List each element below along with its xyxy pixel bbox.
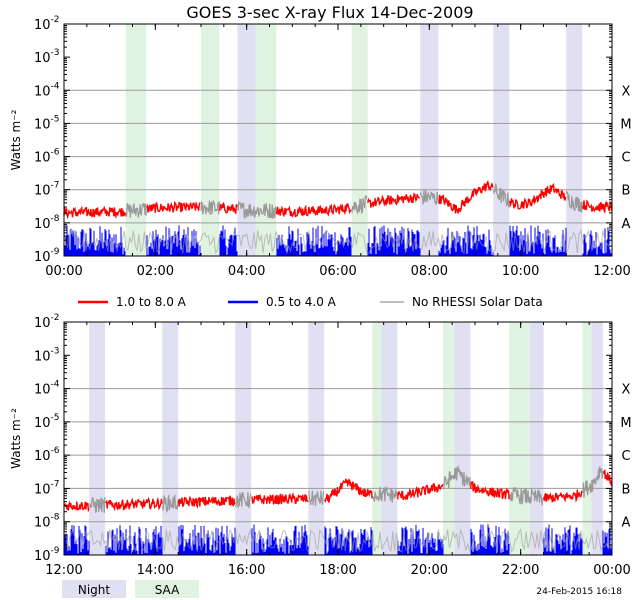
- legend: 1.0 to 8.0 A 0.5 to 4.0 A No RHESSI Solar …: [78, 295, 543, 309]
- flare-class-X: X: [622, 84, 631, 99]
- x-tick-label: 08:00: [411, 264, 448, 279]
- saa-band: [255, 24, 277, 256]
- no-data-floor-series: [63, 228, 613, 255]
- night-band: [381, 322, 398, 555]
- night-band: [529, 322, 544, 555]
- night-band: [566, 24, 583, 256]
- saa-band: [582, 322, 592, 555]
- y-axis-label: Watts m⁻²: [9, 109, 23, 170]
- chart-title: GOES 3-sec X-ray Flux 14-Dec-2009: [186, 3, 473, 22]
- night-band: [237, 24, 256, 256]
- timestamp: 24-Feb-2015 16:18: [536, 587, 622, 597]
- x-tick-label: 00:00: [45, 264, 82, 279]
- x-tick-label: 12:00: [593, 264, 630, 279]
- y-tick-label: 10-7: [34, 479, 60, 497]
- night-band: [454, 322, 471, 555]
- flare-class-B: B: [622, 184, 631, 199]
- y-tick-label: 10-7: [34, 181, 60, 199]
- y-tick-label: 10-9: [34, 247, 60, 265]
- x-tick-label: 10:00: [502, 264, 539, 279]
- long-channel-series: [63, 180, 613, 220]
- y-tick-label: 10-2: [34, 313, 60, 331]
- y-tick-label: 10-8: [34, 513, 60, 531]
- night-band: [308, 322, 325, 555]
- long-channel-series: [63, 469, 613, 513]
- x-tick-label: 16:00: [228, 563, 265, 578]
- flare-class-X: X: [622, 383, 631, 398]
- flare-class-C: C: [621, 449, 630, 464]
- no-rhessi-series: [89, 465, 604, 514]
- x-tick-label: 00:00: [593, 563, 630, 578]
- flare-class-M: M: [620, 416, 631, 431]
- y-tick-label: 10-5: [34, 114, 60, 132]
- panel-top: 10-2 10-3 10-4 10-5 10-6 10-7 10-8 10-9 Watts m⁻…: [9, 15, 632, 279]
- y-axis-label: Watts m⁻²: [9, 408, 23, 469]
- flare-class-M: M: [620, 117, 631, 132]
- saa-band: [443, 322, 455, 555]
- no-rhessi-series: [125, 183, 583, 219]
- night-band: [420, 24, 439, 256]
- flare-class-B: B: [622, 482, 631, 497]
- legend-label: 1.0 to 8.0 A: [116, 295, 187, 309]
- saa-band: [125, 24, 147, 256]
- flare-class-A: A: [622, 516, 631, 531]
- y-tick-label: 10-6: [34, 148, 60, 166]
- saa-band: [372, 322, 382, 555]
- night-band: [493, 24, 510, 256]
- y-tick-label: 10-6: [34, 446, 60, 464]
- x-tick-label: 18:00: [319, 563, 356, 578]
- night-band: [591, 322, 603, 555]
- x-tick-label: 20:00: [411, 563, 448, 578]
- y-tick-label: 10-4: [34, 81, 60, 99]
- flare-class-A: A: [622, 217, 631, 232]
- bottom-legend-swatch: [135, 580, 199, 598]
- night-band: [89, 322, 106, 555]
- saa-band: [509, 322, 530, 555]
- x-tick-label: 04:00: [228, 264, 265, 279]
- night-band: [235, 322, 252, 555]
- y-tick-label: 10-4: [34, 380, 60, 398]
- saa-band: [351, 24, 368, 256]
- y-tick-label: 10-3: [34, 346, 60, 364]
- x-tick-label: 14:00: [137, 563, 174, 578]
- x-tick-label: 02:00: [137, 264, 174, 279]
- legend-label: 0.5 to 4.0 A: [266, 295, 337, 309]
- x-tick-label: 06:00: [319, 264, 356, 279]
- bottom-legend-label: SAA: [155, 583, 180, 597]
- saa-band: [201, 24, 220, 256]
- night-band: [162, 322, 179, 555]
- x-tick-label: 12:00: [45, 563, 82, 578]
- bottom-legend-swatch: [62, 580, 126, 598]
- legend-label: No RHESSI Solar Data: [412, 295, 543, 309]
- y-tick-label: 10-9: [34, 546, 60, 564]
- x-tick-label: 22:00: [502, 563, 539, 578]
- y-tick-label: 10-3: [34, 48, 60, 66]
- flare-class-C: C: [621, 151, 630, 166]
- y-tick-label: 10-8: [34, 214, 60, 232]
- bottom-legend: Night SAA: [62, 580, 199, 598]
- y-tick-label: 10-5: [34, 413, 60, 431]
- y-tick-label: 10-2: [34, 15, 60, 33]
- panel-bottom: 10-2 10-3 10-4 10-5 10-6 10-7 10-8 10-9 Watts m⁻…: [9, 313, 632, 578]
- bottom-legend-label: Night: [78, 583, 111, 597]
